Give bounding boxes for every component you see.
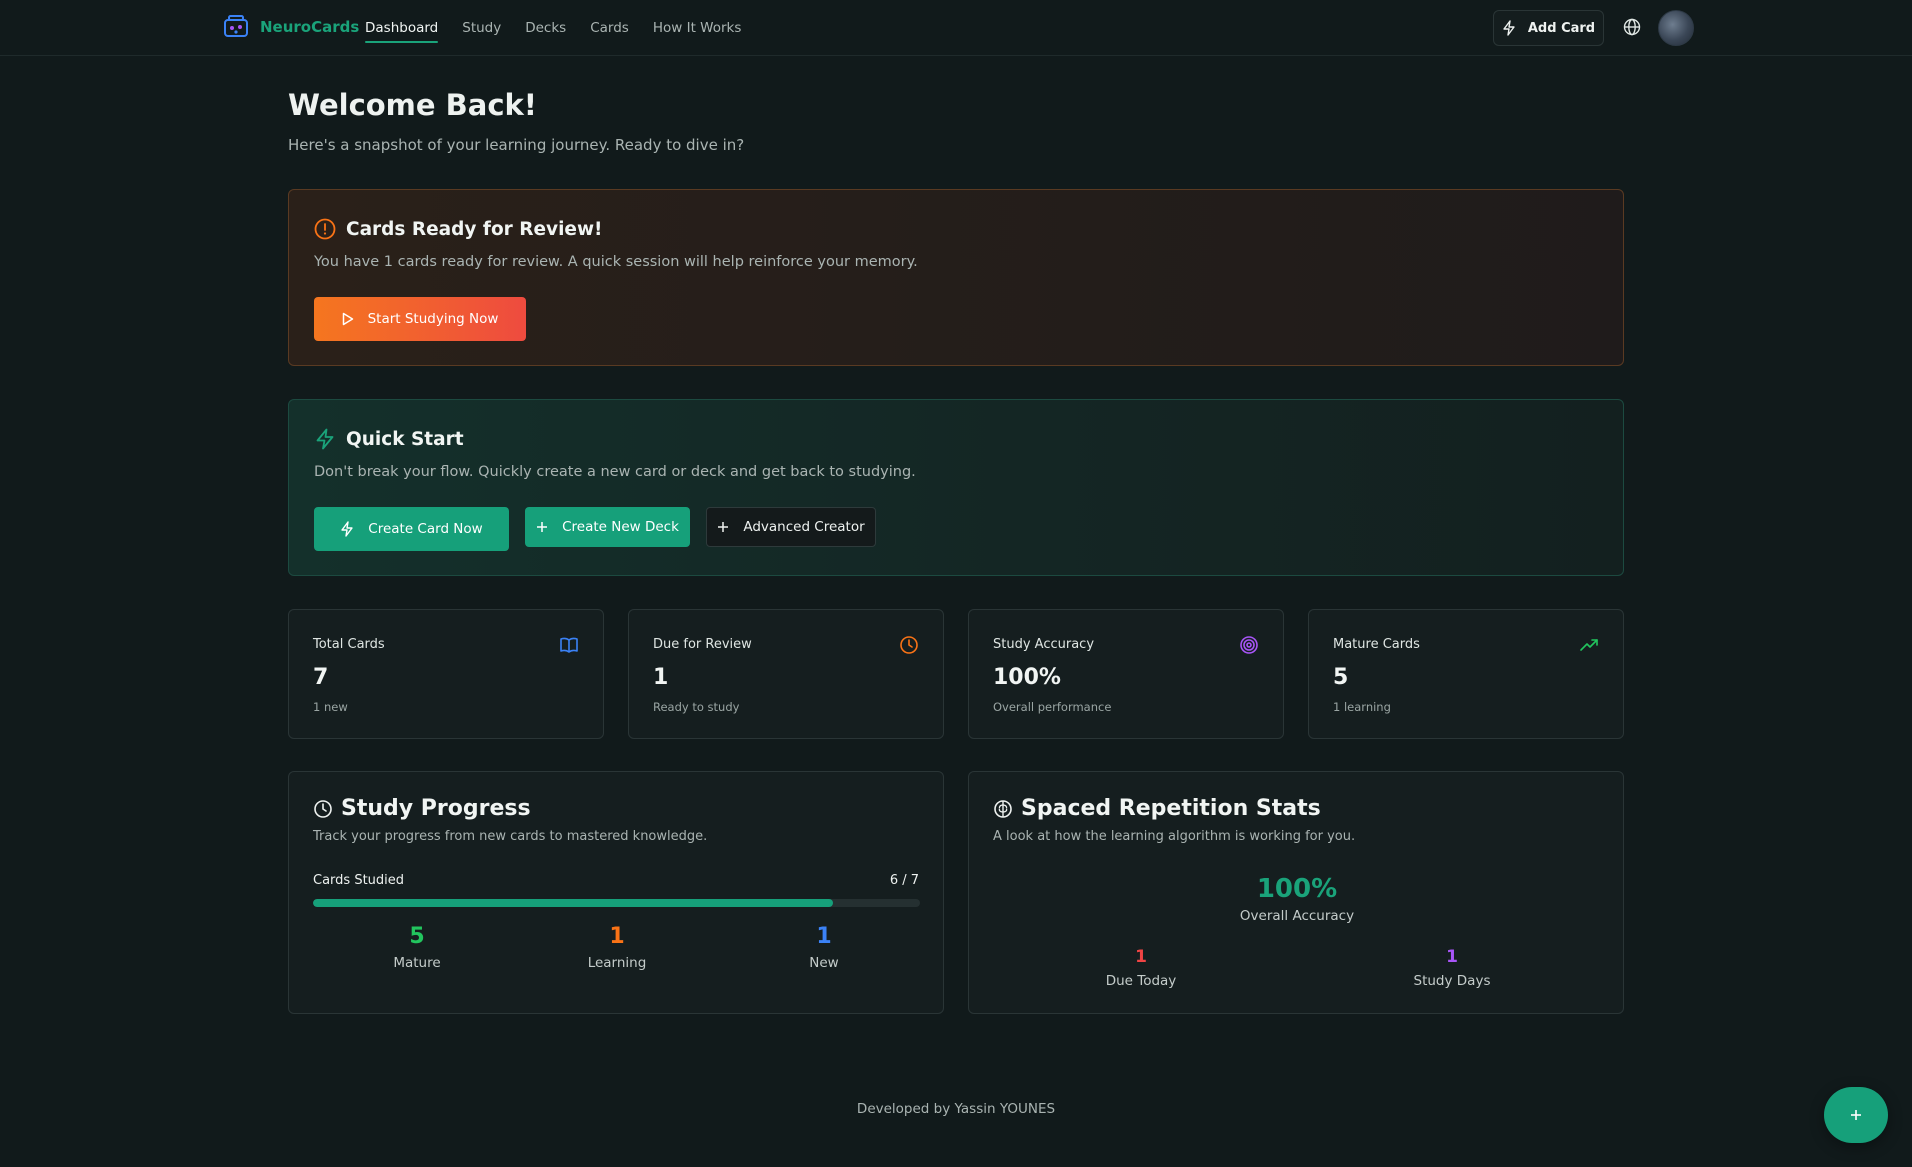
srs-title: Spaced Repetition Stats [1021, 796, 1321, 821]
stat-mature-cards: Mature Cards 5 1 learning [1308, 609, 1624, 739]
page-title: Welcome Back! [288, 88, 538, 122]
nav-links: Dashboard Study Decks Cards How It Works [365, 0, 741, 56]
stat-sub: Overall performance [993, 700, 1112, 714]
advanced-creator-label: Advanced Creator [743, 519, 865, 535]
srs-description: A look at how the learning algorithm is … [993, 829, 1356, 844]
nav-link-how-it-works[interactable]: How It Works [652, 20, 742, 36]
review-title: Cards Ready for Review! [346, 218, 603, 240]
cards-studied-label: Cards Studied [313, 873, 405, 888]
quick-start-title: Quick Start [346, 428, 464, 450]
stat-label: Study Accuracy [993, 637, 1095, 652]
stat-value: 7 [313, 665, 329, 690]
metric-value: 1 [1135, 947, 1147, 967]
zap-icon [341, 521, 353, 537]
nav-link-dashboard[interactable]: Dashboard [365, 0, 439, 56]
stat-sub: 1 learning [1333, 700, 1391, 714]
metric-new: 1 New [754, 924, 894, 971]
add-card-button[interactable]: Add Card [1493, 10, 1604, 46]
stat-due-for-review: Due for Review 1 Ready to study [628, 609, 944, 739]
overall-accuracy-value: 100% [1256, 874, 1338, 904]
nav-link-cards[interactable]: Cards [590, 20, 629, 36]
metric-study-days: 1 Study Days [1382, 947, 1522, 989]
study-progress-panel: Study Progress Track your progress from … [288, 771, 944, 1014]
floating-add-button[interactable] [1824, 1087, 1888, 1143]
stat-label: Due for Review [653, 637, 752, 652]
metric-value: 1 [1446, 947, 1458, 967]
target-icon [1240, 636, 1258, 654]
study-progress-title: Study Progress [341, 796, 531, 821]
book-open-icon [560, 637, 578, 653]
create-deck-label: Create New Deck [562, 519, 679, 535]
progress-bar [313, 899, 920, 907]
cards-studied-count: 6 / 7 [889, 873, 919, 888]
metric-learning: 1 Learning [547, 924, 687, 971]
plus-icon [718, 522, 729, 532]
metric-label: Due Today [1105, 973, 1177, 989]
alert-circle-icon [314, 218, 336, 240]
create-card-label: Create Card Now [368, 521, 483, 537]
top-navbar: NeuroCards Dashboard Study Decks Cards H… [0, 0, 1912, 56]
create-card-button[interactable]: Create Card Now [314, 507, 509, 551]
stat-label: Mature Cards [1333, 637, 1420, 652]
metric-value: 5 [409, 924, 425, 949]
brain-cards-icon [224, 15, 248, 37]
start-studying-label: Start Studying Now [367, 311, 499, 327]
nav-link-study[interactable]: Study [462, 20, 502, 36]
overall-accuracy-label: Overall Accuracy [1239, 908, 1355, 924]
study-progress-description: Track your progress from new cards to ma… [313, 829, 708, 844]
metric-label: New [809, 955, 839, 971]
globe-icon[interactable] [1622, 17, 1642, 37]
metric-label: Mature [393, 955, 441, 971]
stat-label: Total Cards [313, 637, 385, 652]
stat-study-accuracy: Study Accuracy 100% Overall performance [968, 609, 1284, 739]
metric-label: Study Days [1413, 973, 1491, 989]
avatar[interactable] [1658, 10, 1694, 46]
brand[interactable]: NeuroCards [222, 14, 359, 40]
create-deck-button[interactable]: Create New Deck [525, 507, 690, 547]
clock-icon [314, 799, 332, 818]
nav-link-decks[interactable]: Decks [525, 20, 567, 36]
footer: Developed by Yassin YOUNES [856, 1101, 1056, 1117]
plus-icon [1851, 1110, 1861, 1120]
start-studying-button[interactable]: Start Studying Now [314, 297, 526, 341]
review-description: You have 1 cards ready for review. A qui… [314, 254, 918, 270]
stat-value: 100% [993, 665, 1061, 690]
stat-sub: 1 new [313, 700, 348, 714]
progress-bar-fill [313, 899, 834, 907]
stat-value: 5 [1333, 665, 1349, 690]
metric-label: Learning [587, 955, 647, 971]
zap-icon [316, 428, 334, 450]
review-alert-card: Cards Ready for Review! You have 1 cards… [288, 189, 1624, 366]
zap-icon [1503, 20, 1515, 36]
plus-icon [537, 522, 548, 532]
metric-mature: 5 Mature [347, 924, 487, 971]
stat-sub: Ready to study [653, 700, 740, 714]
quick-start-card: Quick Start Don't break your flow. Quick… [288, 399, 1624, 576]
advanced-creator-button[interactable]: Advanced Creator [706, 507, 876, 547]
brain-icon [994, 799, 1012, 818]
clock-icon [900, 636, 918, 654]
metric-due-today: 1 Due Today [1071, 947, 1211, 989]
quick-start-description: Don't break your flow. Quickly create a … [314, 464, 916, 480]
trending-up-icon [1580, 639, 1598, 651]
stat-total-cards: Total Cards 7 1 new [288, 609, 604, 739]
play-icon [342, 312, 353, 326]
metric-value: 1 [609, 924, 625, 949]
metric-value: 1 [816, 924, 832, 949]
add-card-label: Add Card [1527, 20, 1596, 36]
brand-name: NeuroCards [260, 18, 360, 36]
page-subtitle: Here's a snapshot of your learning journ… [288, 136, 745, 154]
stat-value: 1 [653, 665, 669, 690]
spaced-repetition-panel: Spaced Repetition Stats A look at how th… [968, 771, 1624, 1014]
